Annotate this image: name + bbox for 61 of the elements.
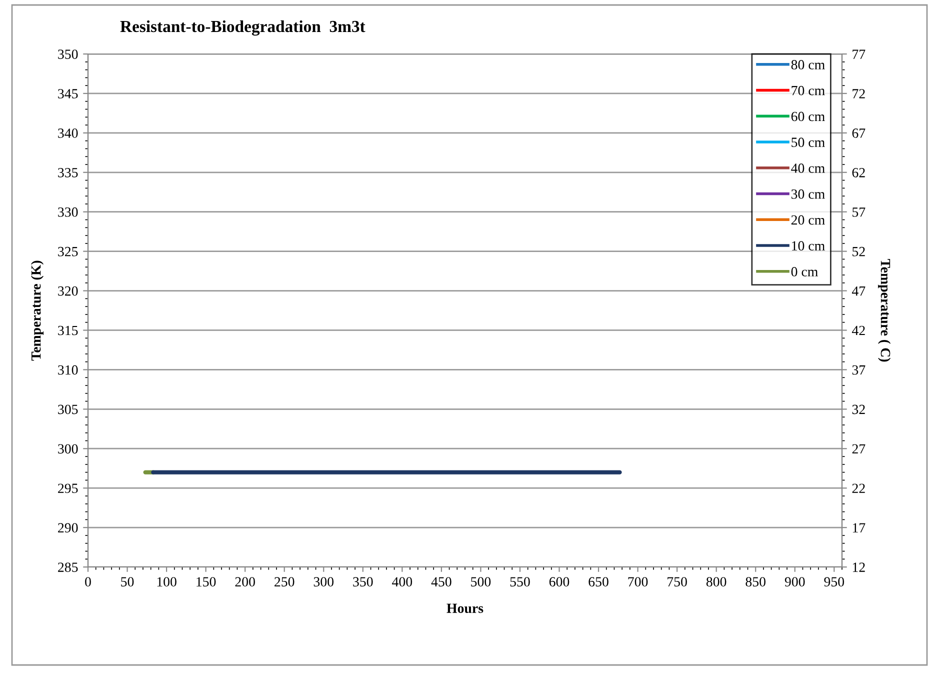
y-tick-label: 330 bbox=[58, 207, 78, 217]
y-tick-label: 335 bbox=[58, 168, 78, 178]
y2-axis-title: Temperature ( C) bbox=[878, 259, 891, 362]
legend-label: 50 cm bbox=[792, 138, 825, 148]
x-tick-label: 0 bbox=[85, 577, 91, 586]
y-tick-label: 325 bbox=[58, 246, 78, 256]
x-tick-label: 650 bbox=[588, 577, 608, 586]
y2-tick-label: 72 bbox=[852, 89, 865, 98]
x-tick-label: 400 bbox=[392, 577, 412, 586]
y-tick-label: 300 bbox=[58, 444, 78, 454]
legend-label: 80 cm bbox=[791, 60, 825, 70]
x-tick-label: 550 bbox=[510, 577, 530, 586]
y-tick-label: 305 bbox=[58, 404, 78, 414]
y2-tick-label: 62 bbox=[852, 168, 865, 178]
legend-label: 60 cm bbox=[791, 112, 825, 122]
x-tick-label: 900 bbox=[784, 577, 805, 586]
y2-tick-label: 42 bbox=[852, 326, 865, 336]
x-tick-label: 100 bbox=[157, 577, 176, 586]
x-tick-label: 450 bbox=[431, 577, 452, 586]
y-tick-label: 310 bbox=[58, 365, 78, 375]
x-tick-label: 850 bbox=[746, 577, 766, 586]
y2-tick-label: 37 bbox=[852, 365, 866, 375]
y2-tick-label: 32 bbox=[852, 404, 865, 414]
legend-label: 30 cm bbox=[791, 189, 825, 199]
y2-tick-label: 12 bbox=[852, 562, 865, 572]
legend-label: 0 cm bbox=[791, 267, 818, 276]
x-tick-label: 50 bbox=[121, 577, 134, 586]
x-tick-label: 200 bbox=[235, 577, 255, 586]
legend-label: 20 cm bbox=[791, 215, 825, 225]
y2-tick-label: 77 bbox=[852, 50, 866, 59]
y-tick-label: 320 bbox=[58, 286, 78, 296]
x-tick-label: 350 bbox=[353, 577, 373, 586]
x-tick-label: 800 bbox=[706, 577, 726, 586]
x-axis-title: Hours bbox=[446, 604, 484, 614]
y-tick-label: 290 bbox=[58, 523, 78, 532]
x-tick-label: 750 bbox=[668, 577, 687, 586]
y-tick-label: 295 bbox=[58, 484, 78, 494]
y-tick-label: 350 bbox=[58, 50, 78, 59]
y-tick-label: 345 bbox=[58, 89, 78, 98]
x-tick-label: 150 bbox=[196, 577, 216, 586]
x-tick-label: 500 bbox=[471, 577, 491, 586]
y2-tick-label: 57 bbox=[852, 208, 866, 217]
chart-title: Resistant-to-Biodegradation 3m3t bbox=[120, 20, 366, 36]
legend-label: 40 cm bbox=[791, 164, 825, 173]
y2-tick-label: 67 bbox=[852, 128, 866, 138]
x-tick-label: 250 bbox=[274, 577, 294, 586]
y2-tick-label: 27 bbox=[852, 444, 866, 454]
y2-tick-label: 17 bbox=[852, 523, 866, 532]
y-tick-label: 340 bbox=[58, 128, 78, 138]
legend-label: 70 cm bbox=[792, 86, 825, 96]
y2-tick-label: 47 bbox=[852, 286, 866, 296]
y-axis-title: Temperature (K) bbox=[30, 260, 44, 361]
legend-label: 10 cm bbox=[792, 241, 825, 251]
y-tick-label: 315 bbox=[58, 326, 78, 336]
y2-tick-label: 22 bbox=[852, 484, 865, 493]
y-tick-label: 285 bbox=[58, 562, 78, 572]
x-tick-label: 300 bbox=[314, 577, 334, 586]
x-tick-label: 700 bbox=[628, 577, 648, 586]
y2-tick-label: 52 bbox=[852, 246, 865, 256]
x-tick-label: 950 bbox=[824, 577, 844, 586]
x-tick-label: 600 bbox=[549, 577, 570, 586]
